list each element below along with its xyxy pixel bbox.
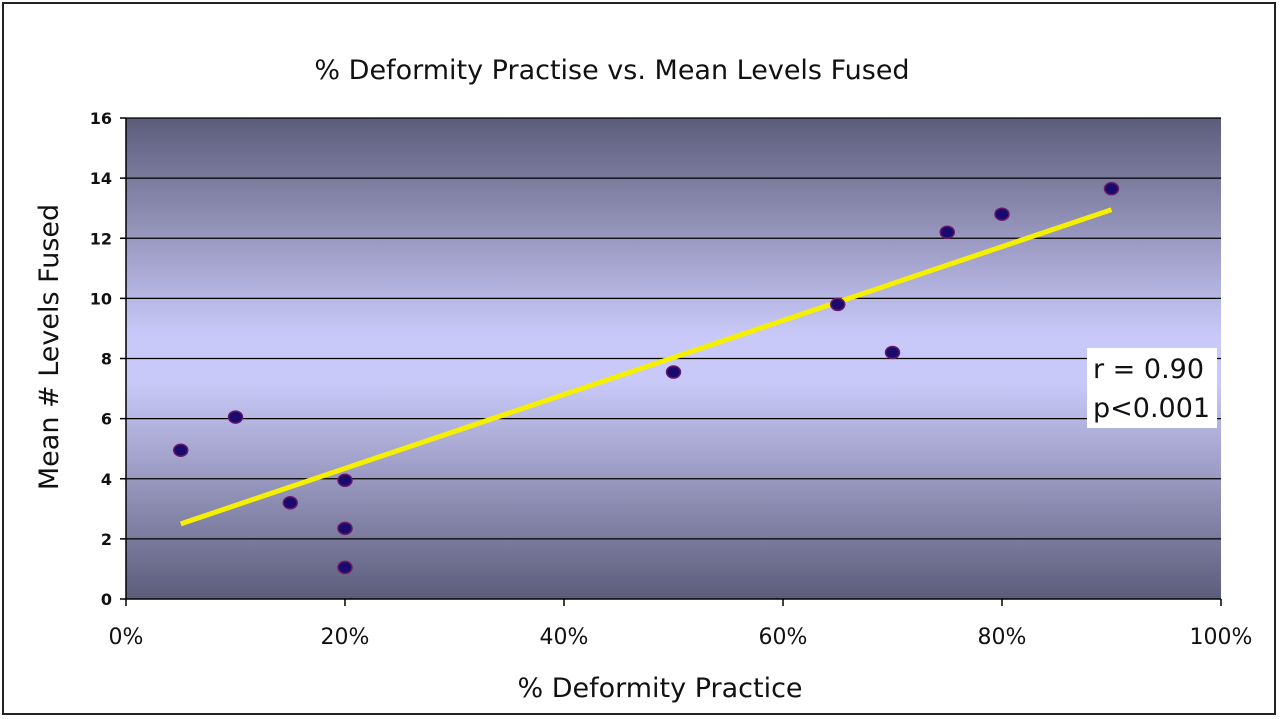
y-tick-label: 6 [101,410,112,429]
data-point [227,410,244,424]
data-point [282,496,298,510]
y-tick-label: 4 [101,470,112,489]
data-point [1103,181,1120,196]
data-point [337,521,353,536]
data-point [994,207,1010,221]
x-axis-title: % Deformity Practice [517,673,802,704]
data-point [337,473,353,488]
y-tick-label: 12 [90,229,112,248]
x-tick-label: 40% [540,625,589,650]
trendline-layer [179,207,1113,527]
y-tick-label: 16 [90,109,112,128]
data-points [173,181,1120,575]
y-tick-labels: 0 2 4 6 8 10 12 14 16 [90,109,126,609]
trendline [179,207,1113,527]
annotation-p-value: p<0.001 [1093,393,1210,424]
x-tick-label: 20% [321,625,370,650]
y-tick-label: 8 [101,350,112,369]
y-axis-title: Mean # Levels Fused [34,204,65,490]
y-tick-label: 10 [90,289,112,308]
data-point [830,297,846,312]
x-tick-label: 0% [109,625,144,650]
data-point [884,345,901,360]
x-tick-label: 80% [978,625,1027,650]
annotation-box [1087,348,1217,428]
x-tick-label: 60% [759,625,808,650]
data-point [665,365,682,379]
data-point [337,560,353,575]
x-tick-label: 100% [1190,625,1253,650]
chart-title: % Deformity Practise vs. Mean Levels Fus… [314,55,909,86]
y-tick-label: 2 [101,530,112,549]
data-point [939,225,955,239]
data-point [173,443,189,457]
x-tick-labels: 0% 20% 40% 60% 80% 100% [109,599,1253,650]
y-tick-label: 0 [101,590,112,609]
y-tick-label: 14 [90,169,112,188]
correlation-annotation: r = 0.90 p<0.001 [1087,348,1217,428]
annotation-r-value: r = 0.90 [1093,354,1204,385]
